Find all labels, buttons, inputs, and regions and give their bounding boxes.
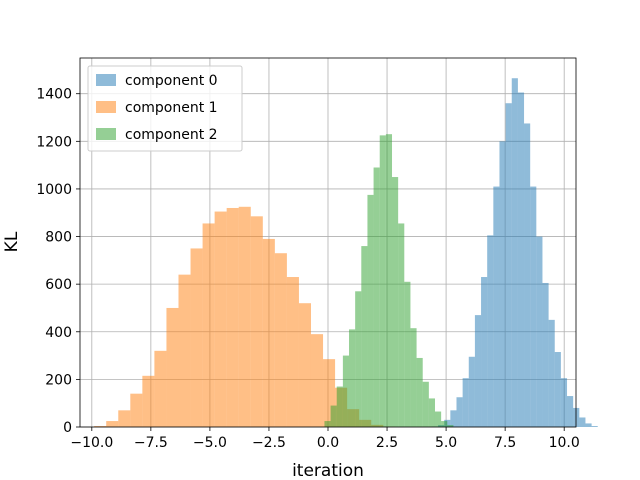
histogram-bar (286, 277, 299, 427)
histogram-bar (190, 248, 203, 427)
x-axis-label: iteration (292, 461, 364, 480)
histogram-bar (324, 421, 331, 427)
histogram-bar (530, 186, 537, 427)
legend-swatch (96, 128, 116, 140)
y-tick-label: 800 (45, 230, 72, 246)
histogram-bar (410, 328, 417, 427)
x-tick-label: −7.5 (134, 435, 168, 451)
histogram-bar (422, 381, 429, 427)
histogram-bar (554, 352, 561, 427)
histogram-bar (398, 223, 405, 427)
x-tick-label: 5.0 (435, 435, 457, 451)
histogram-bar (385, 134, 393, 427)
histogram-bar (441, 421, 448, 427)
histogram-bar (342, 355, 350, 427)
x-tick-label: −5.0 (193, 435, 227, 451)
histogram-bar (202, 223, 215, 427)
legend-label: component 1 (125, 100, 218, 116)
histogram-bar (560, 378, 568, 427)
legend-swatch (96, 74, 116, 86)
histogram-bar (499, 141, 506, 428)
y-tick-label: 600 (45, 277, 72, 293)
histogram-bar (130, 393, 143, 427)
histogram-bar (298, 303, 311, 427)
histogram-bar (262, 238, 275, 427)
x-tick-label: 7.5 (494, 435, 516, 451)
histogram-bar (536, 236, 543, 427)
histogram-bar (474, 315, 482, 427)
histogram-bar (468, 356, 475, 427)
histogram-bar (434, 411, 442, 427)
histogram-bar (548, 319, 555, 427)
histogram-bar (517, 92, 525, 428)
histogram-bar (462, 378, 469, 427)
legend-box (87, 65, 243, 152)
histogram-bar (250, 216, 263, 427)
x-tick-label: 2.5 (376, 435, 398, 451)
histogram-bar (310, 334, 324, 427)
legend-label: component 0 (125, 73, 218, 89)
histogram-bar (336, 386, 343, 427)
legend-label: component 2 (125, 127, 218, 143)
histogram-bar (94, 426, 107, 427)
histogram-bar (505, 103, 512, 427)
histogram-bar (416, 357, 423, 427)
y-tick-label: 400 (45, 325, 72, 341)
histogram-bar (585, 423, 592, 427)
y-tick-label: 1400 (36, 87, 72, 103)
histogram-bar (487, 235, 494, 427)
histogram-bar (118, 410, 131, 427)
histogram-bar (591, 426, 598, 427)
legend-swatch (96, 101, 116, 113)
histogram-bar (330, 405, 337, 427)
histogram-bar (274, 253, 287, 427)
histogram-bar (392, 177, 399, 427)
y-tick-label: 1000 (36, 182, 72, 198)
series-2 (324, 134, 454, 427)
histogram-bar (166, 307, 179, 427)
histogram-bar (361, 246, 368, 427)
histogram-bar (106, 421, 119, 427)
histogram-bar (428, 398, 435, 427)
histogram-bar (214, 211, 227, 427)
x-tick-label: −2.5 (252, 435, 286, 451)
y-axis-label: KL (2, 231, 22, 252)
histogram-bar (379, 135, 386, 427)
histogram-bar (542, 282, 549, 427)
histogram-bar (349, 329, 356, 427)
histogram-bar (404, 281, 411, 427)
x-tick-label: 0.0 (317, 435, 339, 451)
histogram-bar (524, 123, 531, 427)
axis-ticks: −10.0 −7.5 −5.0 −2.5 0.0 2.5 5.0 7.5 10.0 0 200 400… (36, 87, 579, 451)
histogram-bar (447, 425, 454, 427)
y-tick-label: 0 (63, 420, 72, 436)
histogram-bar (456, 397, 463, 427)
histogram-bar (579, 417, 586, 427)
histogram-bar (493, 186, 500, 427)
histogram-bar (373, 167, 380, 427)
series-0 (431, 78, 598, 428)
histogram-bar (450, 410, 457, 427)
histogram-bar (154, 350, 167, 427)
x-tick-label: 10.0 (549, 435, 580, 451)
histogram-bar (567, 396, 574, 427)
histogram-bar (511, 78, 518, 428)
histogram-bar (178, 274, 191, 427)
histogram-bars (94, 78, 598, 428)
histogram-bar (142, 375, 155, 427)
histogram-bar (226, 207, 239, 427)
legend: component 0 component 1 component 2 (87, 65, 243, 152)
y-tick-label: 200 (45, 372, 72, 388)
histogram-bar (238, 206, 251, 427)
y-tick-label: 1200 (36, 134, 72, 150)
histogram-bar (355, 291, 362, 427)
histogram-bar (481, 277, 488, 427)
x-tick-label: −10.0 (70, 435, 113, 451)
histogram-bar (367, 194, 374, 427)
